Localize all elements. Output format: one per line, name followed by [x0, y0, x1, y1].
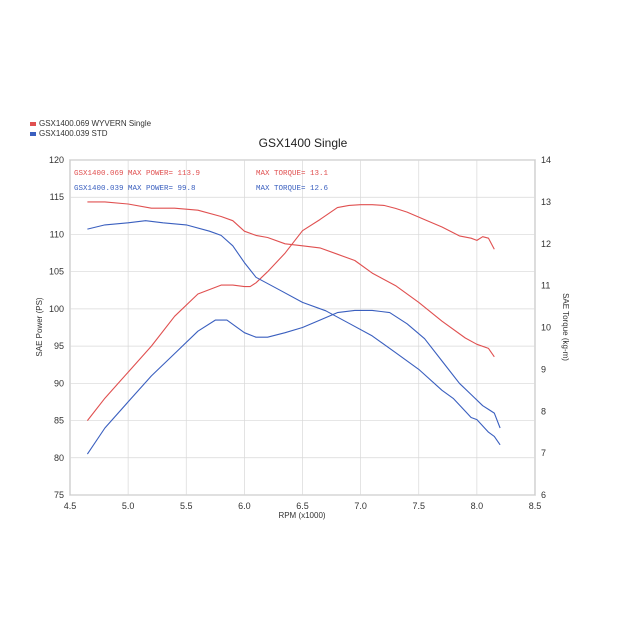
- x-axis-label: RPM (x1000): [278, 511, 325, 520]
- chart-title: GSX1400 Single: [259, 136, 348, 150]
- y-left-tick-label: 105: [49, 267, 64, 277]
- annotation-blue-power: GSX1400.039 MAX POWER= 99.8: [74, 185, 196, 193]
- legend-item-wyvern: GSX1400.069 WYVERN Single: [30, 119, 151, 129]
- y-right-tick-label: 7: [541, 448, 546, 458]
- y-right-tick-label: 12: [541, 239, 551, 249]
- y-right-tick-labels: 6 7 8 9 10 11 12 13 14: [541, 155, 551, 500]
- x-tick-label: 7.5: [412, 501, 425, 511]
- y-left-tick-labels: 75 80 85 90 95 100 105 110 115 120: [49, 155, 64, 500]
- y-right-tick-label: 14: [541, 155, 551, 165]
- x-tick-label: 4.5: [64, 501, 77, 511]
- legend: GSX1400.069 WYVERN Single GSX1400.039 ST…: [30, 119, 151, 139]
- series-line-red-left: [86, 204, 495, 421]
- y-left-tick-label: 100: [49, 304, 64, 314]
- legend-swatch-red: [30, 122, 36, 126]
- y-left-tick-label: 110: [50, 229, 64, 239]
- annotation-red-power: GSX1400.069 MAX POWER= 113.9: [74, 170, 200, 178]
- y-right-tick-label: 13: [541, 197, 551, 207]
- x-tick-label: 5.5: [180, 501, 193, 511]
- y-right-tick-label: 8: [541, 406, 546, 416]
- y-right-tick-label: 6: [541, 490, 546, 500]
- y-left-tick-label: 75: [54, 490, 64, 500]
- y-left-tick-label: 85: [54, 416, 64, 426]
- legend-label: GSX1400.039 STD: [39, 129, 108, 138]
- legend-swatch-blue: [30, 132, 36, 136]
- x-tick-label: 8.5: [529, 501, 542, 511]
- x-tick-label: 6.5: [296, 501, 309, 511]
- annotation-blue-torque: MAX TORQUE= 12.6: [256, 185, 329, 193]
- y-right-axis-label: SAE Torque (kg-m): [561, 293, 570, 361]
- annotation-red-torque: MAX TORQUE= 13.1: [256, 170, 329, 178]
- legend-label: GSX1400.069 WYVERN Single: [39, 119, 152, 128]
- y-left-tick-label: 95: [54, 341, 64, 351]
- y-right-tick-label: 11: [541, 281, 550, 291]
- y-right-tick-label: 10: [541, 323, 551, 333]
- series-lines: [86, 201, 501, 455]
- x-tick-label: 5.0: [122, 501, 135, 511]
- y-left-axis-label: SAE Power (PS): [35, 297, 44, 356]
- series-line-blue-left: [86, 309, 501, 455]
- x-tick-label: 6.0: [238, 501, 251, 511]
- y-right-tick-label: 9: [541, 364, 546, 374]
- x-tick-label: 8.0: [471, 501, 484, 511]
- x-tick-label: 7.0: [354, 501, 367, 511]
- y-left-tick-label: 120: [49, 155, 64, 165]
- y-left-tick-label: 115: [50, 192, 64, 202]
- y-left-tick-label: 80: [54, 453, 64, 463]
- series-line-red-right: [87, 201, 495, 358]
- y-left-tick-label: 90: [54, 378, 64, 388]
- series-line-blue-right: [87, 220, 501, 446]
- x-tick-labels: 4.5 5.0 5.5 6.0 6.5 7.0 7.5 8.0 8.5: [64, 501, 542, 511]
- legend-item-std: GSX1400.039 STD: [30, 129, 151, 139]
